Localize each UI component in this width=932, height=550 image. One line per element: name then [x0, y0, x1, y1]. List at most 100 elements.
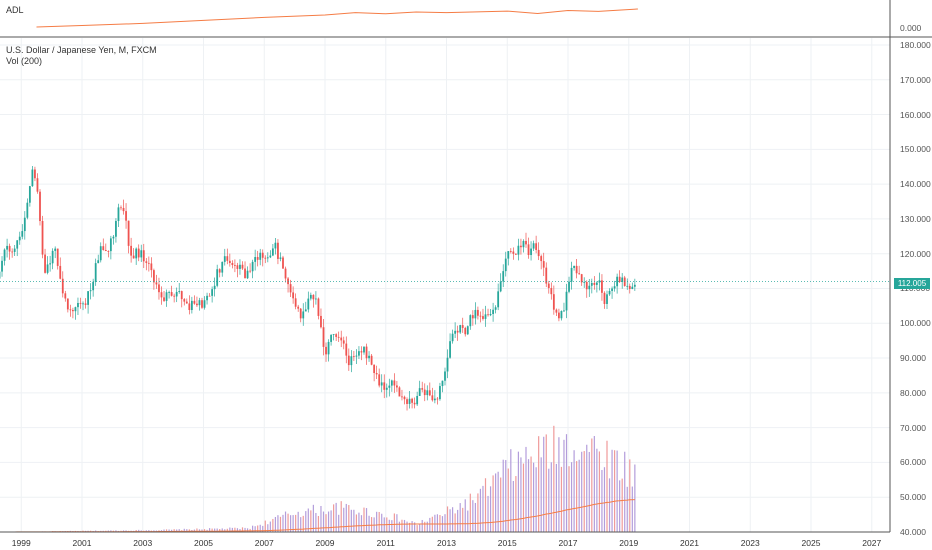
volume-layer: [0, 425, 636, 533]
candle-body: [259, 252, 262, 260]
candle-body: [97, 260, 100, 264]
candle-body: [535, 243, 538, 250]
volume-bar: [626, 486, 628, 532]
candle-body: [628, 285, 631, 290]
candle-body: [92, 281, 95, 291]
candle-body: [337, 336, 340, 338]
candle-body: [436, 398, 439, 400]
candle-body: [208, 295, 211, 297]
volume-bar: [408, 522, 411, 532]
candle-body: [16, 240, 19, 249]
candle-body: [307, 298, 310, 310]
candle-body: [525, 240, 527, 245]
candle-body: [23, 217, 26, 232]
x-tick-label: 2023: [740, 538, 760, 548]
candle-body: [120, 207, 122, 209]
candle-body: [588, 285, 591, 290]
candle-body: [49, 263, 52, 265]
y-tick-label: 160.000: [900, 109, 931, 120]
volume-bar: [553, 425, 555, 532]
candle-body: [352, 356, 355, 358]
candle-body: [218, 269, 221, 273]
candle-body: [13, 248, 16, 252]
volume-bar: [355, 514, 358, 532]
volume-bar: [292, 515, 294, 532]
volume-bar: [616, 450, 618, 532]
candle-body: [66, 298, 69, 310]
candle-body: [8, 245, 11, 252]
volume-bar: [596, 448, 598, 532]
volume-bar: [424, 521, 426, 532]
volume-ma-line: [0, 499, 635, 533]
candle-body: [497, 291, 500, 308]
candle-body: [504, 258, 507, 272]
candle-body: [239, 264, 241, 269]
candle-body: [403, 396, 406, 400]
volume-label: Vol (200): [6, 56, 43, 66]
candle-body: [446, 357, 449, 372]
volume-bar: [421, 519, 423, 532]
candle-body: [274, 242, 277, 249]
candle-body: [302, 311, 305, 319]
volume-bar: [426, 521, 428, 532]
candle-body: [616, 276, 619, 287]
candle-body: [158, 284, 160, 293]
candle-body: [471, 315, 474, 319]
volume-bar: [262, 525, 264, 532]
candle-body: [284, 268, 287, 279]
candle-body: [355, 355, 358, 357]
candle-body: [570, 267, 573, 282]
volume-bar: [269, 521, 271, 532]
candle-body: [11, 251, 14, 253]
candle-body: [517, 245, 520, 255]
volume-bar: [603, 467, 606, 532]
volume-bar: [497, 471, 499, 532]
candle-body: [190, 300, 193, 311]
candle-body: [469, 315, 472, 327]
volume-bar: [138, 529, 140, 532]
volume-bar: [540, 457, 542, 532]
volume-bar: [340, 501, 342, 532]
candle-body: [87, 291, 89, 305]
volume-bar: [517, 451, 520, 532]
volume-bar: [581, 451, 583, 532]
x-tick-label: 1999: [11, 538, 31, 548]
candle-body: [173, 295, 176, 297]
volume-bar: [601, 469, 603, 532]
volume-bar: [558, 437, 560, 532]
volume-bar: [363, 507, 365, 532]
candle-body: [269, 255, 272, 258]
candle-body: [439, 386, 441, 400]
volume-bar: [469, 493, 471, 532]
volume-bar: [416, 525, 418, 532]
volume-bar: [282, 514, 284, 532]
volume-bar: [211, 528, 213, 532]
volume-bar: [522, 463, 525, 532]
candle-body: [312, 294, 315, 300]
y-tick-label: 120.000: [900, 248, 931, 259]
volume-bar: [550, 462, 552, 532]
volume-bar: [505, 460, 507, 532]
x-tick-label: 2007: [254, 538, 274, 548]
candle-body: [499, 281, 502, 292]
volume-bar: [350, 509, 352, 532]
x-tick-label: 2005: [194, 538, 213, 548]
volume-bar: [254, 526, 256, 532]
y-tick-label: 70.000: [900, 422, 926, 433]
candle-body: [532, 243, 535, 249]
volume-bar: [246, 528, 249, 532]
volume-bar: [287, 513, 289, 532]
candle-body: [537, 249, 540, 257]
chart-frame: [0, 0, 932, 533]
y-tick-label: 40.000: [900, 527, 926, 537]
candle-body: [61, 278, 64, 294]
volume-bar: [330, 510, 332, 532]
candle-body: [330, 334, 332, 342]
volume-bar: [545, 434, 547, 532]
candle-body: [350, 356, 353, 366]
candle-body: [178, 291, 181, 292]
volume-bar: [264, 520, 266, 532]
candle-body: [373, 364, 376, 374]
volume-bar: [295, 514, 297, 532]
volume-bar: [583, 451, 585, 532]
